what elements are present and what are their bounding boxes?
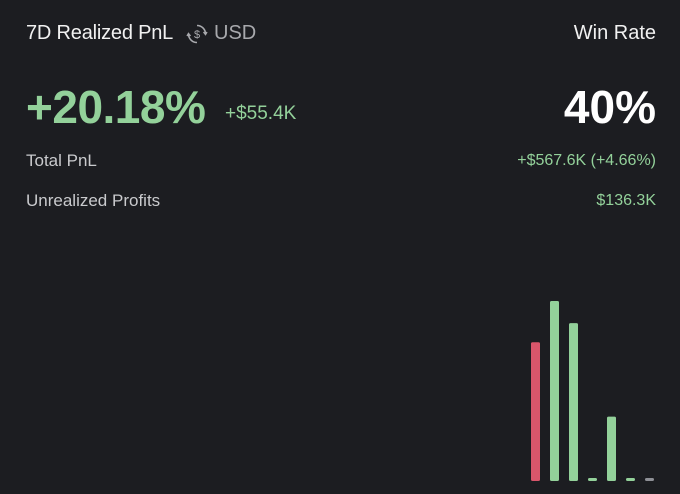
chart-bar-4[interactable] [588,478,597,481]
chart-bar-1[interactable] [531,342,540,481]
chart-bar-2[interactable] [550,301,559,481]
svg-text:$: $ [194,29,200,41]
realized-pnl-amount: +$55.4K [225,103,297,124]
page-title: 7D Realized PnL [26,22,174,44]
daily-pnl-bar-chart [531,301,654,481]
currency-label[interactable]: USD [214,22,257,44]
currency-toggle[interactable]: $ USD [186,22,256,45]
chart-bar-7[interactable] [645,478,654,481]
total-pnl-label: Total PnL [26,151,97,170]
currency-swap-icon[interactable]: $ [186,23,208,45]
total-pnl-value: +$567.6K (+4.66%) [517,152,656,169]
chart-bar-6[interactable] [626,478,635,481]
winrate-value: 40% [563,81,656,133]
realized-pnl-percent: +20.18% [26,81,206,133]
winrate-title: Win Rate [573,22,656,44]
chart-bar-3[interactable] [569,323,578,481]
unrealized-profits-label: Unrealized Profits [26,191,161,210]
chart-bar-5[interactable] [607,416,616,481]
unrealized-profits-value: $136.3K [596,192,656,209]
